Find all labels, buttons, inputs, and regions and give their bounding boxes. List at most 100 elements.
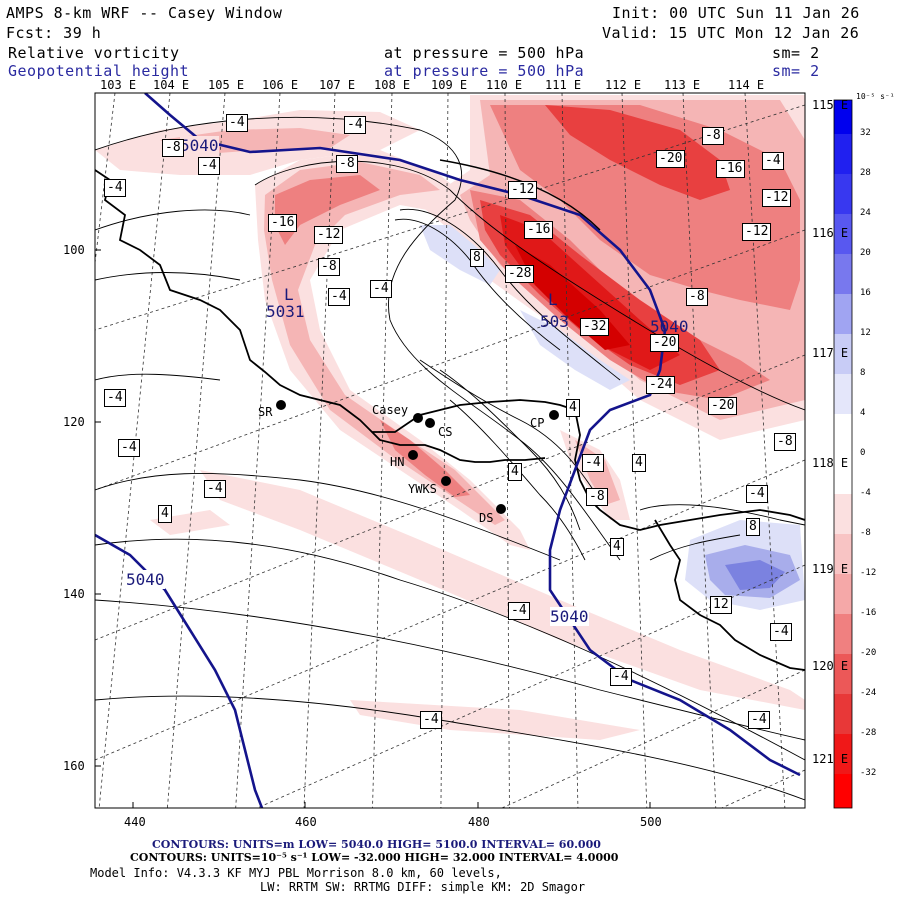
contour-label: -8 — [702, 127, 724, 145]
contour-label: -8 — [318, 258, 340, 276]
lon-label: 111 E — [545, 78, 582, 92]
lon-label: 114 E — [728, 78, 765, 92]
lon-label: 113 E — [664, 78, 701, 92]
model-title: AMPS 8-km WRF -- Casey Window — [6, 4, 283, 22]
lon-label: 105 E — [208, 78, 245, 92]
contour-label: -24 — [646, 376, 676, 394]
contour-label: -4 — [198, 157, 220, 175]
lon-label: 107 E — [319, 78, 356, 92]
lon-label-right: 115 E — [812, 98, 849, 112]
colorbar-tick: 8 — [860, 368, 866, 378]
contour-label: -4 — [770, 623, 792, 641]
footer-physics: LW: RRTM SW: RRTMG DIFF: simple KM: 2D S… — [260, 880, 586, 894]
contour-label: -4 — [118, 439, 140, 457]
lon-label: 106 E — [262, 78, 299, 92]
lon-label: 110 E — [486, 78, 523, 92]
colorbar-tick: 16 — [860, 288, 871, 298]
station-label: DS — [479, 511, 494, 525]
contour-label: -12 — [508, 181, 538, 199]
field1-pressure: at pressure = 500 hPa — [384, 44, 585, 62]
station-label: HN — [390, 455, 405, 469]
x-tick-label: 500 — [640, 815, 662, 829]
x-tick-label: 440 — [124, 815, 146, 829]
lon-label: 112 E — [605, 78, 642, 92]
colorbar-tick: 4 — [860, 408, 866, 418]
field2-name: Geopotential height — [8, 62, 190, 80]
colorbar-tick: -16 — [860, 608, 877, 618]
height-label: 5040 — [550, 607, 589, 626]
lon-label-right: 118 E — [812, 456, 849, 470]
lon-label-right: 116 E — [812, 226, 849, 240]
contour-label: -8 — [586, 488, 608, 506]
station-label: Casey — [372, 403, 409, 417]
colorbar-tick: 32 — [860, 128, 871, 138]
lon-label: 104 E — [153, 78, 190, 92]
colorbar-tick: 24 — [860, 208, 871, 218]
colorbar-tick: -20 — [860, 648, 877, 658]
contour-label: -4 — [582, 454, 604, 472]
low-marker: L — [284, 285, 294, 304]
x-tick-label: 480 — [468, 815, 490, 829]
contour-label: -8 — [336, 155, 358, 173]
y-tick-label: 100 — [63, 243, 85, 257]
field2-smoothing: sm= 2 — [772, 62, 820, 80]
station-dot — [425, 418, 435, 428]
contour-label: -4 — [746, 485, 768, 503]
contour-label: -4 — [762, 152, 784, 170]
contour-label: -4 — [104, 179, 126, 197]
colorbar-tick: -12 — [860, 568, 877, 578]
contour-label: 12 — [710, 596, 732, 614]
colorbar — [833, 99, 853, 809]
footer-model-info: Model Info: V4.3.3 KF MYJ PBL Morrison 8… — [90, 866, 502, 880]
low-marker: L — [548, 290, 558, 309]
contour-label: -32 — [580, 318, 610, 336]
colorbar-tick: 28 — [860, 168, 871, 178]
colorbar-tick: -24 — [860, 688, 877, 698]
init-time: Init: 00 UTC Sun 11 Jan 26 — [612, 4, 860, 22]
station-dot — [413, 413, 423, 423]
contour-label: 4 — [508, 463, 522, 481]
height-label: 503 — [540, 312, 569, 331]
lon-label: 109 E — [431, 78, 468, 92]
contour-label: -12 — [762, 189, 792, 207]
contour-label: -16 — [716, 160, 746, 178]
station-dot — [276, 400, 286, 410]
height-label: 5040 — [650, 317, 689, 336]
contour-label: -4 — [344, 116, 366, 134]
lon-label-right: 120 E — [812, 659, 849, 673]
contour-label: -4 — [508, 602, 530, 620]
contour-label: -12 — [742, 223, 772, 241]
contour-label: -20 — [708, 397, 738, 415]
contour-label: -4 — [104, 389, 126, 407]
y-tick-label: 160 — [63, 759, 85, 773]
contour-label: -8 — [686, 288, 708, 306]
contour-label: 8 — [746, 518, 760, 536]
contour-label: -4 — [748, 711, 770, 729]
contour-label: -16 — [524, 221, 554, 239]
contour-label: -8 — [162, 139, 184, 157]
contour-label: -4 — [328, 288, 350, 306]
contour-label: 8 — [470, 249, 484, 267]
height-label: 5040 — [180, 136, 219, 155]
lon-label-right: 121 E — [812, 752, 849, 766]
contour-label: -8 — [774, 433, 796, 451]
station-dot — [441, 476, 451, 486]
contour-label: -16 — [268, 214, 298, 232]
contour-label: 4 — [566, 399, 580, 417]
colorbar-tick: 12 — [860, 328, 871, 338]
contour-label: -4 — [204, 480, 226, 498]
forecast-hour: Fcst: 39 h — [6, 24, 102, 42]
station-label: CS — [438, 425, 453, 439]
contour-label: -4 — [226, 114, 248, 132]
contour-label: -20 — [656, 150, 686, 168]
height-label: 5040 — [126, 570, 165, 589]
contour-label: -20 — [650, 334, 680, 352]
height-label: 5031 — [266, 302, 305, 321]
footer-height-contours: CONTOURS: UNITS=m LOW= 5040.0 HIGH= 5100… — [152, 838, 601, 851]
station-label: CP — [530, 416, 545, 430]
contour-label: 4 — [158, 505, 172, 523]
lon-label-right: 119 E — [812, 562, 849, 576]
station-label: SR — [258, 405, 273, 419]
colorbar-tick: -8 — [860, 528, 871, 538]
